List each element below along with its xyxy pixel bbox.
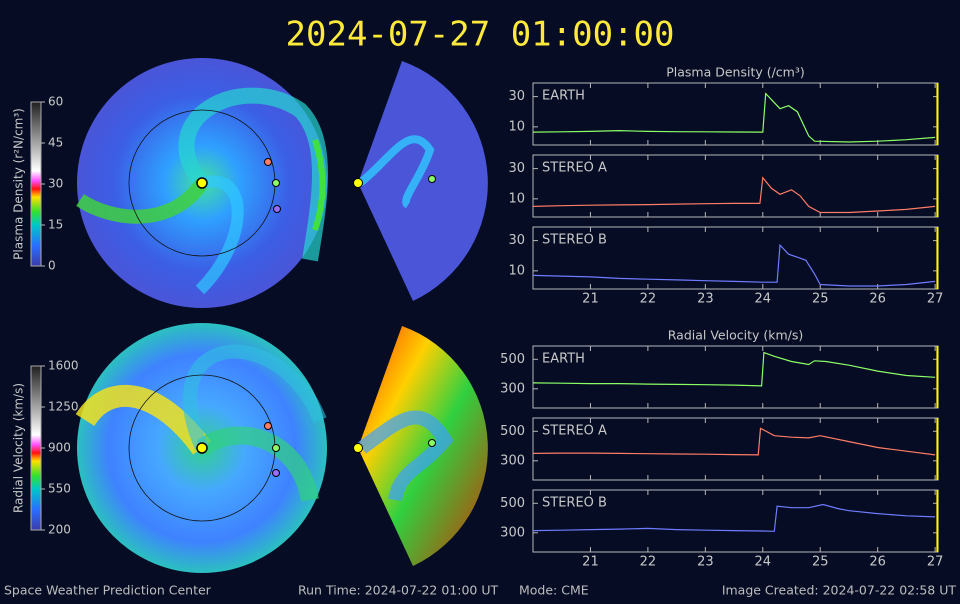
panel-frame xyxy=(532,82,939,146)
footer-run-time: Run Time: 2024-07-22 01:00 UT xyxy=(298,583,498,598)
series-line xyxy=(532,427,936,456)
x-tick-label: 25 xyxy=(812,555,829,570)
colorbar-tick-label: 60 xyxy=(48,95,63,109)
x-tick-label: 23 xyxy=(697,555,714,570)
series-line xyxy=(532,503,936,532)
y-tick-label: 30 xyxy=(508,161,525,176)
velocity-map xyxy=(75,323,488,573)
velocity-colorbar xyxy=(30,365,42,531)
series-line xyxy=(532,243,936,287)
series-label: STEREO B xyxy=(542,233,607,248)
series-label: EARTH xyxy=(542,352,585,367)
timestamp: 2024-07-27 01:00:00 xyxy=(286,15,675,55)
x-tick-label: 26 xyxy=(869,292,886,307)
panel-title: Plasma Density (/cm³) xyxy=(666,65,805,80)
colorbar-tick-label: 1600 xyxy=(48,359,79,373)
x-tick-label: 25 xyxy=(812,292,829,307)
x-tick-label: 21 xyxy=(582,555,599,570)
x-tick-label: 22 xyxy=(640,292,657,307)
x-tick-label: 21 xyxy=(582,292,599,307)
colorbar-tick-label: 200 xyxy=(48,523,71,537)
footer-right: Image Created: 2024-07-22 02:58 UT xyxy=(722,583,957,598)
density-map xyxy=(76,58,488,308)
colorbar-tick-label: 1250 xyxy=(48,400,79,414)
x-tick-label: 27 xyxy=(927,555,944,570)
x-tick-label: 22 xyxy=(640,555,657,570)
series-line xyxy=(532,351,936,387)
y-tick-label: 30 xyxy=(508,89,525,104)
series-line xyxy=(532,92,936,143)
panel-title: Radial Velocity (km/s) xyxy=(668,328,804,343)
x-tick-label: 27 xyxy=(927,292,944,307)
x-tick-label: 24 xyxy=(755,555,772,570)
y-tick-label: 300 xyxy=(500,453,525,468)
series-line xyxy=(532,176,936,214)
density-colorbar xyxy=(30,101,42,267)
footer-mode: Mode: CME xyxy=(519,583,589,598)
series-label: STEREO A xyxy=(542,424,607,439)
colorbar-tick-label: 0 xyxy=(48,259,56,273)
series-label: STEREO A xyxy=(542,161,607,176)
panel-frame xyxy=(532,345,939,409)
y-tick-label: 500 xyxy=(500,496,525,511)
x-tick-label: 23 xyxy=(697,292,714,307)
colorbar-tick-label: 900 xyxy=(48,441,71,455)
colorbar-tick-label: 45 xyxy=(48,136,63,150)
y-tick-label: 10 xyxy=(508,263,525,278)
series-label: EARTH xyxy=(542,89,585,104)
colorbar-label: Plasma Density (r²N/cm³) xyxy=(12,108,26,260)
y-tick-label: 300 xyxy=(500,381,525,396)
colorbar-tick-label: 550 xyxy=(48,482,71,496)
colorbar-tick-label: 15 xyxy=(48,218,63,232)
colorbar-tick-label: 30 xyxy=(48,177,63,191)
colorbar-label: Radial Velocity (km/s) xyxy=(12,383,26,513)
y-tick-label: 500 xyxy=(500,352,525,367)
y-tick-label: 300 xyxy=(500,525,525,540)
x-tick-label: 24 xyxy=(755,292,772,307)
x-tick-label: 26 xyxy=(869,555,886,570)
y-tick-label: 30 xyxy=(508,233,525,248)
y-tick-label: 10 xyxy=(508,119,525,134)
y-tick-label: 10 xyxy=(508,191,525,206)
series-label: STEREO B xyxy=(542,496,607,511)
y-tick-label: 500 xyxy=(500,424,525,439)
footer-left: Space Weather Prediction Center xyxy=(4,583,212,598)
